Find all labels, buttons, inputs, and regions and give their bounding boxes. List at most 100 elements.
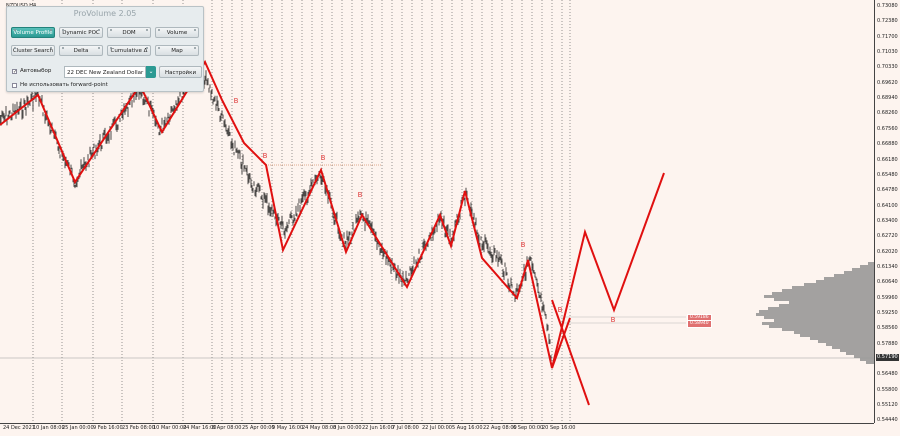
cluster-search-button[interactable]: Cluster Search bbox=[11, 45, 55, 56]
price-tick: 0.70330 bbox=[877, 64, 898, 71]
volume-profile-bar bbox=[782, 328, 874, 331]
volume-profile-bar bbox=[818, 340, 874, 343]
time-tick: 9 Feb 16:00 bbox=[93, 425, 123, 431]
price-tick: 0.71700 bbox=[877, 33, 898, 40]
time-tick: 7 Jul 08:00 bbox=[392, 425, 419, 431]
chart-area[interactable]: B B B B B B B bbox=[0, 0, 874, 423]
time-tick: 24 Dec 2021 bbox=[3, 425, 35, 431]
map-button[interactable]: Map bbox=[155, 45, 199, 56]
wave-marker: B bbox=[358, 191, 363, 199]
price-tick: 0.66180 bbox=[877, 156, 898, 163]
price-tick: 0.73080 bbox=[877, 3, 898, 9]
time-tick: 22 Jul 00:00 bbox=[422, 425, 452, 431]
price-tick: 0.69620 bbox=[877, 79, 898, 86]
price-tick: 0.62720 bbox=[877, 233, 898, 240]
dynamic-poc-button[interactable]: Dynamic POC bbox=[59, 27, 103, 38]
time-tick: 8 Apr 08:00 bbox=[212, 425, 242, 431]
dom-button[interactable]: DOM bbox=[107, 27, 151, 38]
price-tick: 0.58560 bbox=[877, 325, 898, 332]
auto-select-checkbox[interactable]: ✓ bbox=[12, 69, 18, 75]
price-tick: 0.54440 bbox=[877, 417, 898, 424]
price-tick: 0.64780 bbox=[877, 187, 898, 194]
volume-profile-bar bbox=[816, 280, 874, 283]
price-tick: 0.55120 bbox=[877, 402, 898, 409]
cumulative-delta-button[interactable]: Cumulative Δ bbox=[107, 45, 151, 56]
zigzag-line bbox=[0, 59, 665, 369]
price-tick: 0.61340 bbox=[877, 263, 898, 270]
volume-profile-bar bbox=[860, 358, 874, 361]
volume-profile-bar bbox=[824, 277, 874, 280]
price-tick: 0.63400 bbox=[877, 217, 898, 224]
price-tick: 0.57880 bbox=[877, 340, 898, 347]
volume-profile-bar bbox=[779, 304, 874, 307]
volume-profile-button[interactable]: Volume Profile bbox=[11, 27, 55, 38]
wave-marker: B bbox=[611, 316, 616, 324]
time-tick: 22 Aug 08:00 bbox=[483, 425, 517, 431]
volume-profile-bar bbox=[860, 265, 874, 268]
forward-point-checkbox[interactable] bbox=[12, 83, 17, 88]
price-tick: 0.65480 bbox=[877, 171, 898, 178]
time-tick: 10 Jan 08:00 bbox=[33, 425, 65, 431]
volume-profile-bar bbox=[789, 301, 874, 304]
projection-line-down bbox=[551, 299, 590, 406]
time-tick: 8 Jun 00:00 bbox=[333, 425, 362, 431]
volume-profile-bar bbox=[774, 319, 874, 322]
delta-button[interactable]: Delta bbox=[59, 45, 103, 56]
price-chart[interactable]: B B B B B B B bbox=[0, 0, 874, 423]
price-tick: 0.72380 bbox=[877, 18, 898, 25]
volume-profile-bar bbox=[759, 310, 874, 313]
time-tick: 25 Apr 00:00 bbox=[242, 425, 275, 431]
price-tick: 0.71030 bbox=[877, 49, 898, 56]
volume-profile-bar bbox=[866, 361, 874, 364]
current-price-badge: 0.57190 bbox=[876, 354, 899, 361]
time-tick: 5 Aug 16:00 bbox=[452, 425, 483, 431]
price-tick: 0.68940 bbox=[877, 95, 898, 102]
volume-profile-bar bbox=[800, 334, 874, 337]
time-tick: 6 Sep 00:00 bbox=[513, 425, 544, 431]
volume-profile-bar bbox=[854, 355, 874, 358]
price-tick: 0.55800 bbox=[877, 386, 898, 393]
volume-profile-bar bbox=[832, 346, 874, 349]
volume-profile-bar bbox=[846, 352, 874, 355]
price-tick: 0.62020 bbox=[877, 248, 898, 255]
projection-line bbox=[551, 317, 571, 369]
volume-profile-bar bbox=[764, 316, 874, 319]
time-axis[interactable] bbox=[0, 423, 874, 436]
price-tick: 0.64100 bbox=[877, 202, 898, 209]
time-tick: 23 Feb 08:00 bbox=[122, 425, 155, 431]
volume-profile-bar bbox=[792, 286, 874, 289]
volume-profile-bar bbox=[764, 295, 874, 298]
volume-button[interactable]: Volume bbox=[155, 27, 199, 38]
volume-profile-bar bbox=[804, 283, 874, 286]
price-tick: 0.60640 bbox=[877, 279, 898, 286]
volume-profile-bar bbox=[756, 313, 874, 316]
volume-profile-bar bbox=[810, 337, 874, 340]
price-tick: 0.68260 bbox=[877, 110, 898, 117]
volume-profile-bar bbox=[782, 289, 874, 292]
provolume-panel[interactable]: ProVolume 2.05 Volume Profile Dynamic PO… bbox=[6, 6, 204, 92]
volume-profile-bar bbox=[840, 349, 874, 352]
price-tick: 0.66880 bbox=[877, 141, 898, 148]
volume-profile-bar bbox=[762, 322, 874, 325]
price-tick: 0.59250 bbox=[877, 310, 898, 316]
wave-marker: B bbox=[558, 306, 563, 314]
time-tick: 22 Jun 16:00 bbox=[362, 425, 394, 431]
volume-profile-bar bbox=[868, 262, 874, 265]
instrument-select[interactable]: 22 DEC New Zealand Dollar bbox=[64, 66, 146, 78]
price-axis[interactable] bbox=[874, 0, 900, 423]
volume-profile-bar bbox=[852, 268, 874, 271]
time-tick: 10 Mar 00:00 bbox=[153, 425, 187, 431]
volume-profile-bar bbox=[774, 298, 874, 301]
time-tick: 20 Sep 16:00 bbox=[542, 425, 576, 431]
panel-title: ProVolume 2.05 bbox=[73, 9, 137, 18]
forward-point-label: Не использовать forward-point bbox=[20, 82, 108, 88]
chevron-down-icon[interactable]: ⌄ bbox=[146, 66, 156, 78]
price-tick: 0.56480 bbox=[877, 371, 898, 378]
settings-button[interactable]: Настройки bbox=[159, 66, 202, 78]
level-badge-2: 0.58940 bbox=[687, 320, 712, 328]
price-tick: 0.59960 bbox=[877, 294, 898, 301]
time-tick: 9 May 16:00 bbox=[272, 425, 304, 431]
volume-profile-bar bbox=[769, 325, 874, 328]
auto-select-label: Автовыбор bbox=[20, 68, 52, 74]
wave-marker: B bbox=[521, 241, 526, 249]
